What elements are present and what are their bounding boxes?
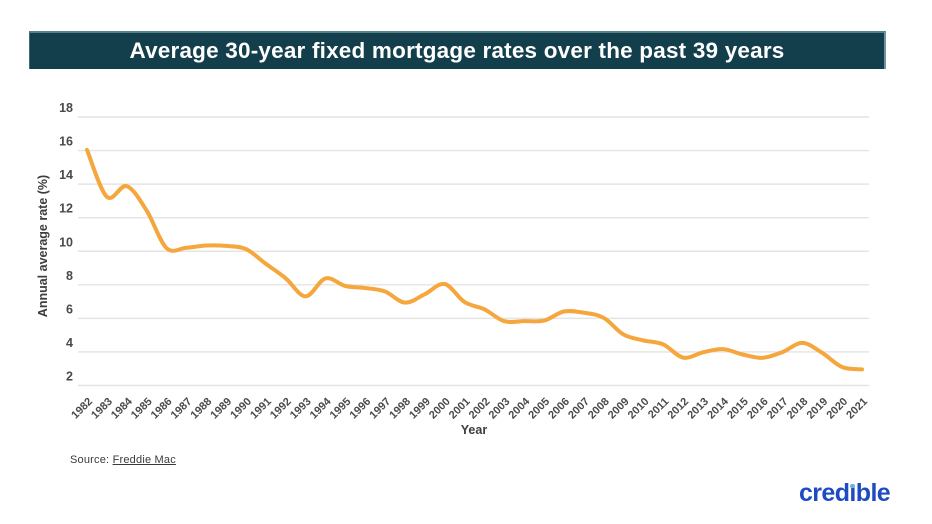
- y-tick-label: 10: [59, 235, 73, 249]
- x-tick-label: 1994: [308, 395, 334, 421]
- x-tick-label: 1985: [129, 396, 155, 422]
- chart-title: Average 30-year fixed mortgage rates ove…: [129, 38, 785, 63]
- x-tick-label: 2021: [844, 396, 870, 422]
- x-tick-label: 1997: [367, 396, 393, 422]
- x-tick-label: 2006: [546, 396, 572, 422]
- y-axis-title: Annual average rate (%): [36, 175, 50, 317]
- y-tick-label: 14: [59, 168, 73, 182]
- x-tick-label: 2012: [665, 396, 691, 422]
- x-tick-label: 2010: [626, 396, 652, 422]
- x-tick-label: 1987: [169, 396, 195, 422]
- rate-line-series: [85, 147, 864, 372]
- x-tick-label: 2017: [765, 396, 791, 422]
- x-tick-label: 2011: [646, 396, 671, 421]
- logo-text-pre: cred: [799, 479, 850, 507]
- x-tick-label: 2013: [685, 396, 711, 422]
- x-tick-label: 1982: [69, 396, 95, 422]
- y-tick-label: 18: [59, 101, 73, 115]
- x-tick-label: 2020: [824, 396, 850, 422]
- x-tick-label: 1986: [149, 396, 175, 422]
- x-tick-label: 2014: [705, 395, 731, 421]
- x-tick-label: 2004: [507, 395, 533, 421]
- x-tick-label: 2016: [745, 396, 771, 422]
- source-link[interactable]: Freddie Mac: [112, 454, 176, 466]
- x-tick-label: 1989: [208, 396, 234, 422]
- y-tick-label: 8: [66, 269, 73, 283]
- x-axis-tick-labels: 1982198319841985198619871988198919901991…: [69, 395, 870, 421]
- x-tick-label: 1995: [328, 396, 354, 422]
- y-tick-label: 4: [66, 336, 73, 350]
- x-tick-label: 1984: [109, 395, 135, 421]
- x-tick-label: 2008: [586, 396, 612, 422]
- x-tick-label: 2001: [447, 396, 473, 422]
- x-tick-label: 1998: [387, 396, 413, 422]
- x-tick-label: 2000: [427, 396, 453, 422]
- logo-letter-i: ı: [849, 479, 856, 507]
- x-tick-label: 1999: [407, 396, 433, 422]
- source-note: Source: Freddie Mac: [70, 454, 176, 466]
- x-tick-label: 1991: [248, 396, 274, 422]
- x-tick-label: 2019: [805, 396, 831, 422]
- y-tick-label: 16: [59, 135, 73, 149]
- x-tick-label: 2003: [487, 396, 513, 422]
- logo-text-post: ble: [855, 479, 891, 507]
- x-tick-label: 2015: [725, 396, 751, 422]
- gridlines: [78, 116, 869, 387]
- x-axis-title: Year: [461, 423, 488, 437]
- x-tick-label: 1993: [288, 396, 314, 422]
- logo-i-dot-icon: [850, 483, 855, 489]
- x-tick-label: 1983: [89, 396, 115, 422]
- y-tick-label: 6: [66, 302, 73, 316]
- y-tick-label: 2: [66, 370, 73, 384]
- x-tick-label: 2009: [606, 396, 632, 422]
- x-tick-label: 2007: [566, 396, 592, 422]
- y-tick-label: 12: [59, 202, 73, 216]
- x-tick-label: 2002: [467, 396, 493, 422]
- x-tick-label: 2005: [526, 396, 552, 422]
- x-tick-label: 1988: [189, 396, 215, 422]
- credible-logo: credı ble: [799, 479, 891, 507]
- x-tick-label: 2018: [785, 396, 811, 422]
- x-tick-label: 1996: [348, 396, 374, 422]
- x-tick-label: 1990: [228, 396, 254, 422]
- chart-title-bar: Average 30-year fixed mortgage rates ove…: [29, 31, 886, 69]
- x-tick-label: 1992: [268, 396, 294, 422]
- y-axis-tick-labels: 18 16 14 12 10 8 6 4 2: [59, 101, 73, 384]
- source-prefix: Source:: [70, 454, 113, 466]
